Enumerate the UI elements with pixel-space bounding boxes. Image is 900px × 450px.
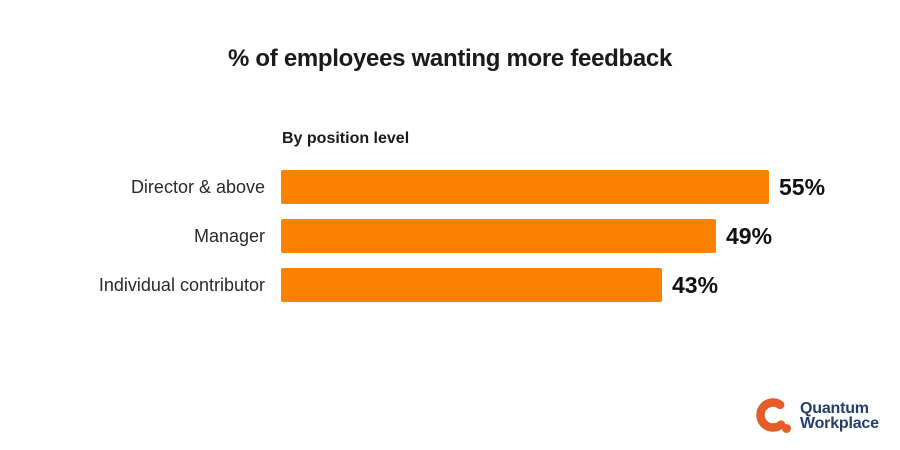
value-label: 55% — [779, 174, 826, 200]
chart-title: % of employees wanting more feedback — [228, 45, 672, 72]
chart-row: Individual contributor 43% — [0, 268, 900, 302]
bar — [281, 219, 716, 253]
chart-row: Director & above 55% — [0, 170, 900, 204]
logo-wordmark: Quantum Workplace — [800, 400, 879, 432]
category-label: Individual contributor — [98, 275, 265, 295]
value-label: 49% — [726, 223, 773, 249]
bar-chart: Director & above 55% Manager 49% Individual … — [0, 170, 900, 317]
value-label: 43% — [672, 272, 719, 298]
chart-row: Manager 49% — [0, 219, 900, 253]
q-ring-arc — [756, 398, 786, 432]
chart-subtitle: By position level — [282, 130, 410, 147]
quantum-workplace-logo: Quantum Workplace — [756, 398, 879, 434]
bar — [281, 268, 662, 302]
logo-word-workplace: Workplace — [800, 415, 879, 432]
logo-word-quantum: Quantum — [800, 400, 869, 417]
q-ring-dot — [782, 424, 791, 433]
bar — [281, 170, 769, 204]
category-label: Director & above — [130, 177, 265, 197]
category-label: Manager — [193, 226, 265, 246]
quantum-q-ring-icon — [756, 398, 791, 433]
